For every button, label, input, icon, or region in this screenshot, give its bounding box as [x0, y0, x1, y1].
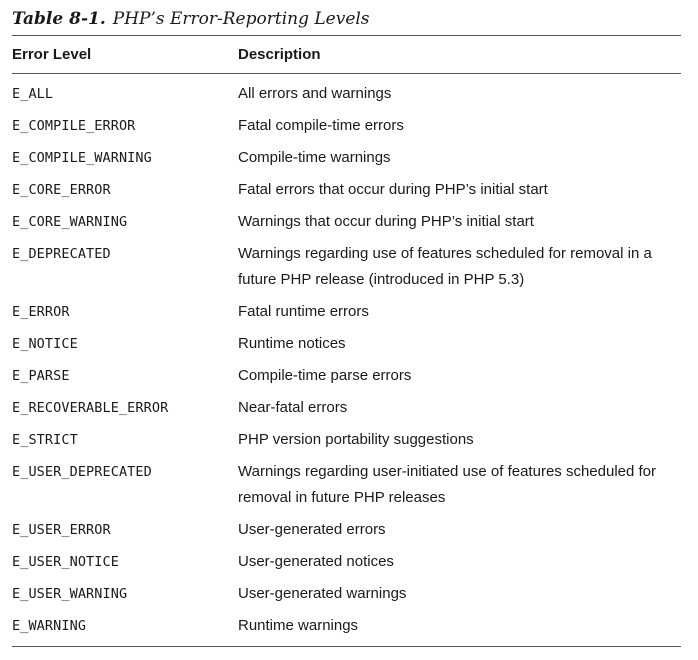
error-level-constant: E_WARNING: [12, 618, 87, 634]
error-level-constant: E_COMPILE_ERROR: [12, 118, 136, 134]
table-row: E_ERROR Fatal runtime errors: [12, 296, 681, 328]
error-level-description: Fatal errors that occur during PHP’s ini…: [238, 181, 548, 198]
error-level-description: Warnings regarding use of features sched…: [238, 245, 652, 288]
table-row: E_USER_NOTICE User-generated notices: [12, 546, 681, 578]
table-row: E_CORE_WARNING Warnings that occur during…: [12, 206, 681, 238]
error-level-constant: E_USER_NOTICE: [12, 554, 119, 570]
table-header: Error Level Description: [12, 36, 681, 73]
error-level-constant: E_USER_WARNING: [12, 586, 128, 602]
table-row: E_WARNING Runtime warnings: [12, 610, 681, 642]
error-level-constant: E_CORE_ERROR: [12, 182, 111, 198]
error-level-description: Warnings that occur during PHP’s initial…: [238, 213, 534, 230]
error-level-constant: E_RECOVERABLE_ERROR: [12, 400, 169, 416]
error-level-description: Runtime warnings: [238, 617, 359, 634]
error-level-constant: E_COMPILE_WARNING: [12, 150, 152, 166]
error-level-description: User-generated warnings: [238, 585, 407, 602]
table-number: Table 8-1.: [12, 9, 106, 29]
header-error-level: Error Level: [12, 46, 92, 63]
table-row: E_CORE_ERROR Fatal errors that occur duri…: [12, 174, 681, 206]
error-level-constant: E_STRICT: [12, 432, 78, 448]
table-row: E_COMPILE_ERROR Fatal compile-time errors: [12, 110, 681, 142]
table-row: E_USER_ERROR User-generated errors: [12, 514, 681, 546]
error-level-description: PHP version portability suggestions: [238, 431, 474, 448]
error-level-description: User-generated notices: [238, 553, 394, 570]
error-level-constant: E_USER_DEPRECATED: [12, 464, 152, 480]
table-caption: Table 8-1. PHP’s Error-Reporting Levels: [12, 6, 681, 35]
table-body: E_ALL All errors and warnings E_COMPILE_ER…: [12, 74, 681, 642]
error-level-description: Near-fatal errors: [238, 399, 348, 416]
error-level-constant: E_ALL: [12, 86, 54, 102]
error-level-description: Compile-time warnings: [238, 149, 391, 166]
error-level-constant: E_PARSE: [12, 368, 70, 384]
table-row: E_PARSE Compile-time parse errors: [12, 360, 681, 392]
error-level-description: All errors and warnings: [238, 85, 392, 102]
table-row: E_USER_WARNING User-generated warnings: [12, 578, 681, 610]
error-level-constant: E_USER_ERROR: [12, 522, 111, 538]
table-row: E_COMPILE_WARNING Compile-time warnings: [12, 142, 681, 174]
table-row: E_NOTICE Runtime notices: [12, 328, 681, 360]
table-row: E_USER_DEPRECATED Warnings regarding user…: [12, 456, 681, 514]
error-level-constant: E_DEPRECATED: [12, 246, 111, 262]
error-level-description: Runtime notices: [238, 335, 346, 352]
error-level-constant: E_NOTICE: [12, 336, 78, 352]
error-level-description: Compile-time parse errors: [238, 367, 412, 384]
error-level-description: Fatal runtime errors: [238, 303, 369, 320]
table-row: E_RECOVERABLE_ERROR Near-fatal errors: [12, 392, 681, 424]
error-level-description: User-generated errors: [238, 521, 386, 538]
table-row: E_ALL All errors and warnings: [12, 78, 681, 110]
error-level-description: Fatal compile-time errors: [238, 117, 404, 134]
header-description: Description: [238, 46, 321, 63]
bottom-rule: [12, 646, 681, 647]
top-rule: [12, 35, 681, 36]
table-title: PHP’s Error-Reporting Levels: [112, 9, 370, 29]
error-level-description: Warnings regarding user-initiated use of…: [238, 463, 657, 506]
table-row: E_STRICT PHP version portability suggesti…: [12, 424, 681, 456]
error-level-constant: E_ERROR: [12, 304, 70, 320]
table-row: E_DEPRECATED Warnings regarding use of fe…: [12, 238, 681, 296]
header-rule: [12, 73, 681, 74]
error-level-constant: E_CORE_WARNING: [12, 214, 128, 230]
table-page: Table 8-1. PHP’s Error-Reporting Levels E…: [12, 6, 681, 647]
